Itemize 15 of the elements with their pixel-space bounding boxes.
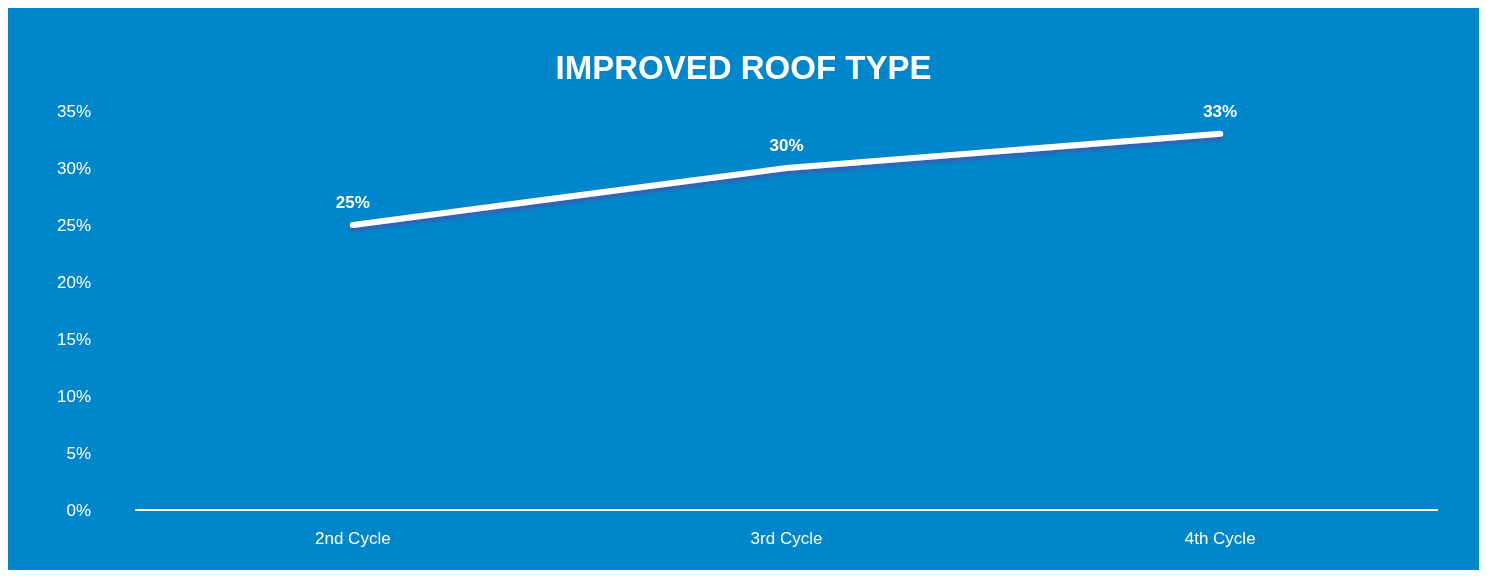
y-tick-label: 0% — [66, 500, 91, 520]
text: 30% — [769, 136, 804, 155]
y-tick-label: 35% — [56, 101, 91, 121]
y-tick-label: 20% — [56, 272, 91, 292]
x-tick-label: 2nd Cycle — [315, 529, 391, 548]
text: 33% — [1203, 101, 1238, 121]
y-tick-label: 25% — [56, 215, 91, 235]
text: 25% — [335, 193, 370, 212]
y-tick-label: 5% — [66, 443, 91, 463]
y-tick-label: 10% — [56, 386, 91, 406]
x-tick-label: 4th Cycle — [1184, 529, 1256, 548]
chart-title: IMPROVED ROOF TYPE — [555, 49, 932, 86]
x-tick-label: 3rd Cycle — [750, 529, 823, 548]
y-tick-label: 30% — [56, 158, 91, 178]
y-tick-label: 15% — [56, 329, 91, 349]
